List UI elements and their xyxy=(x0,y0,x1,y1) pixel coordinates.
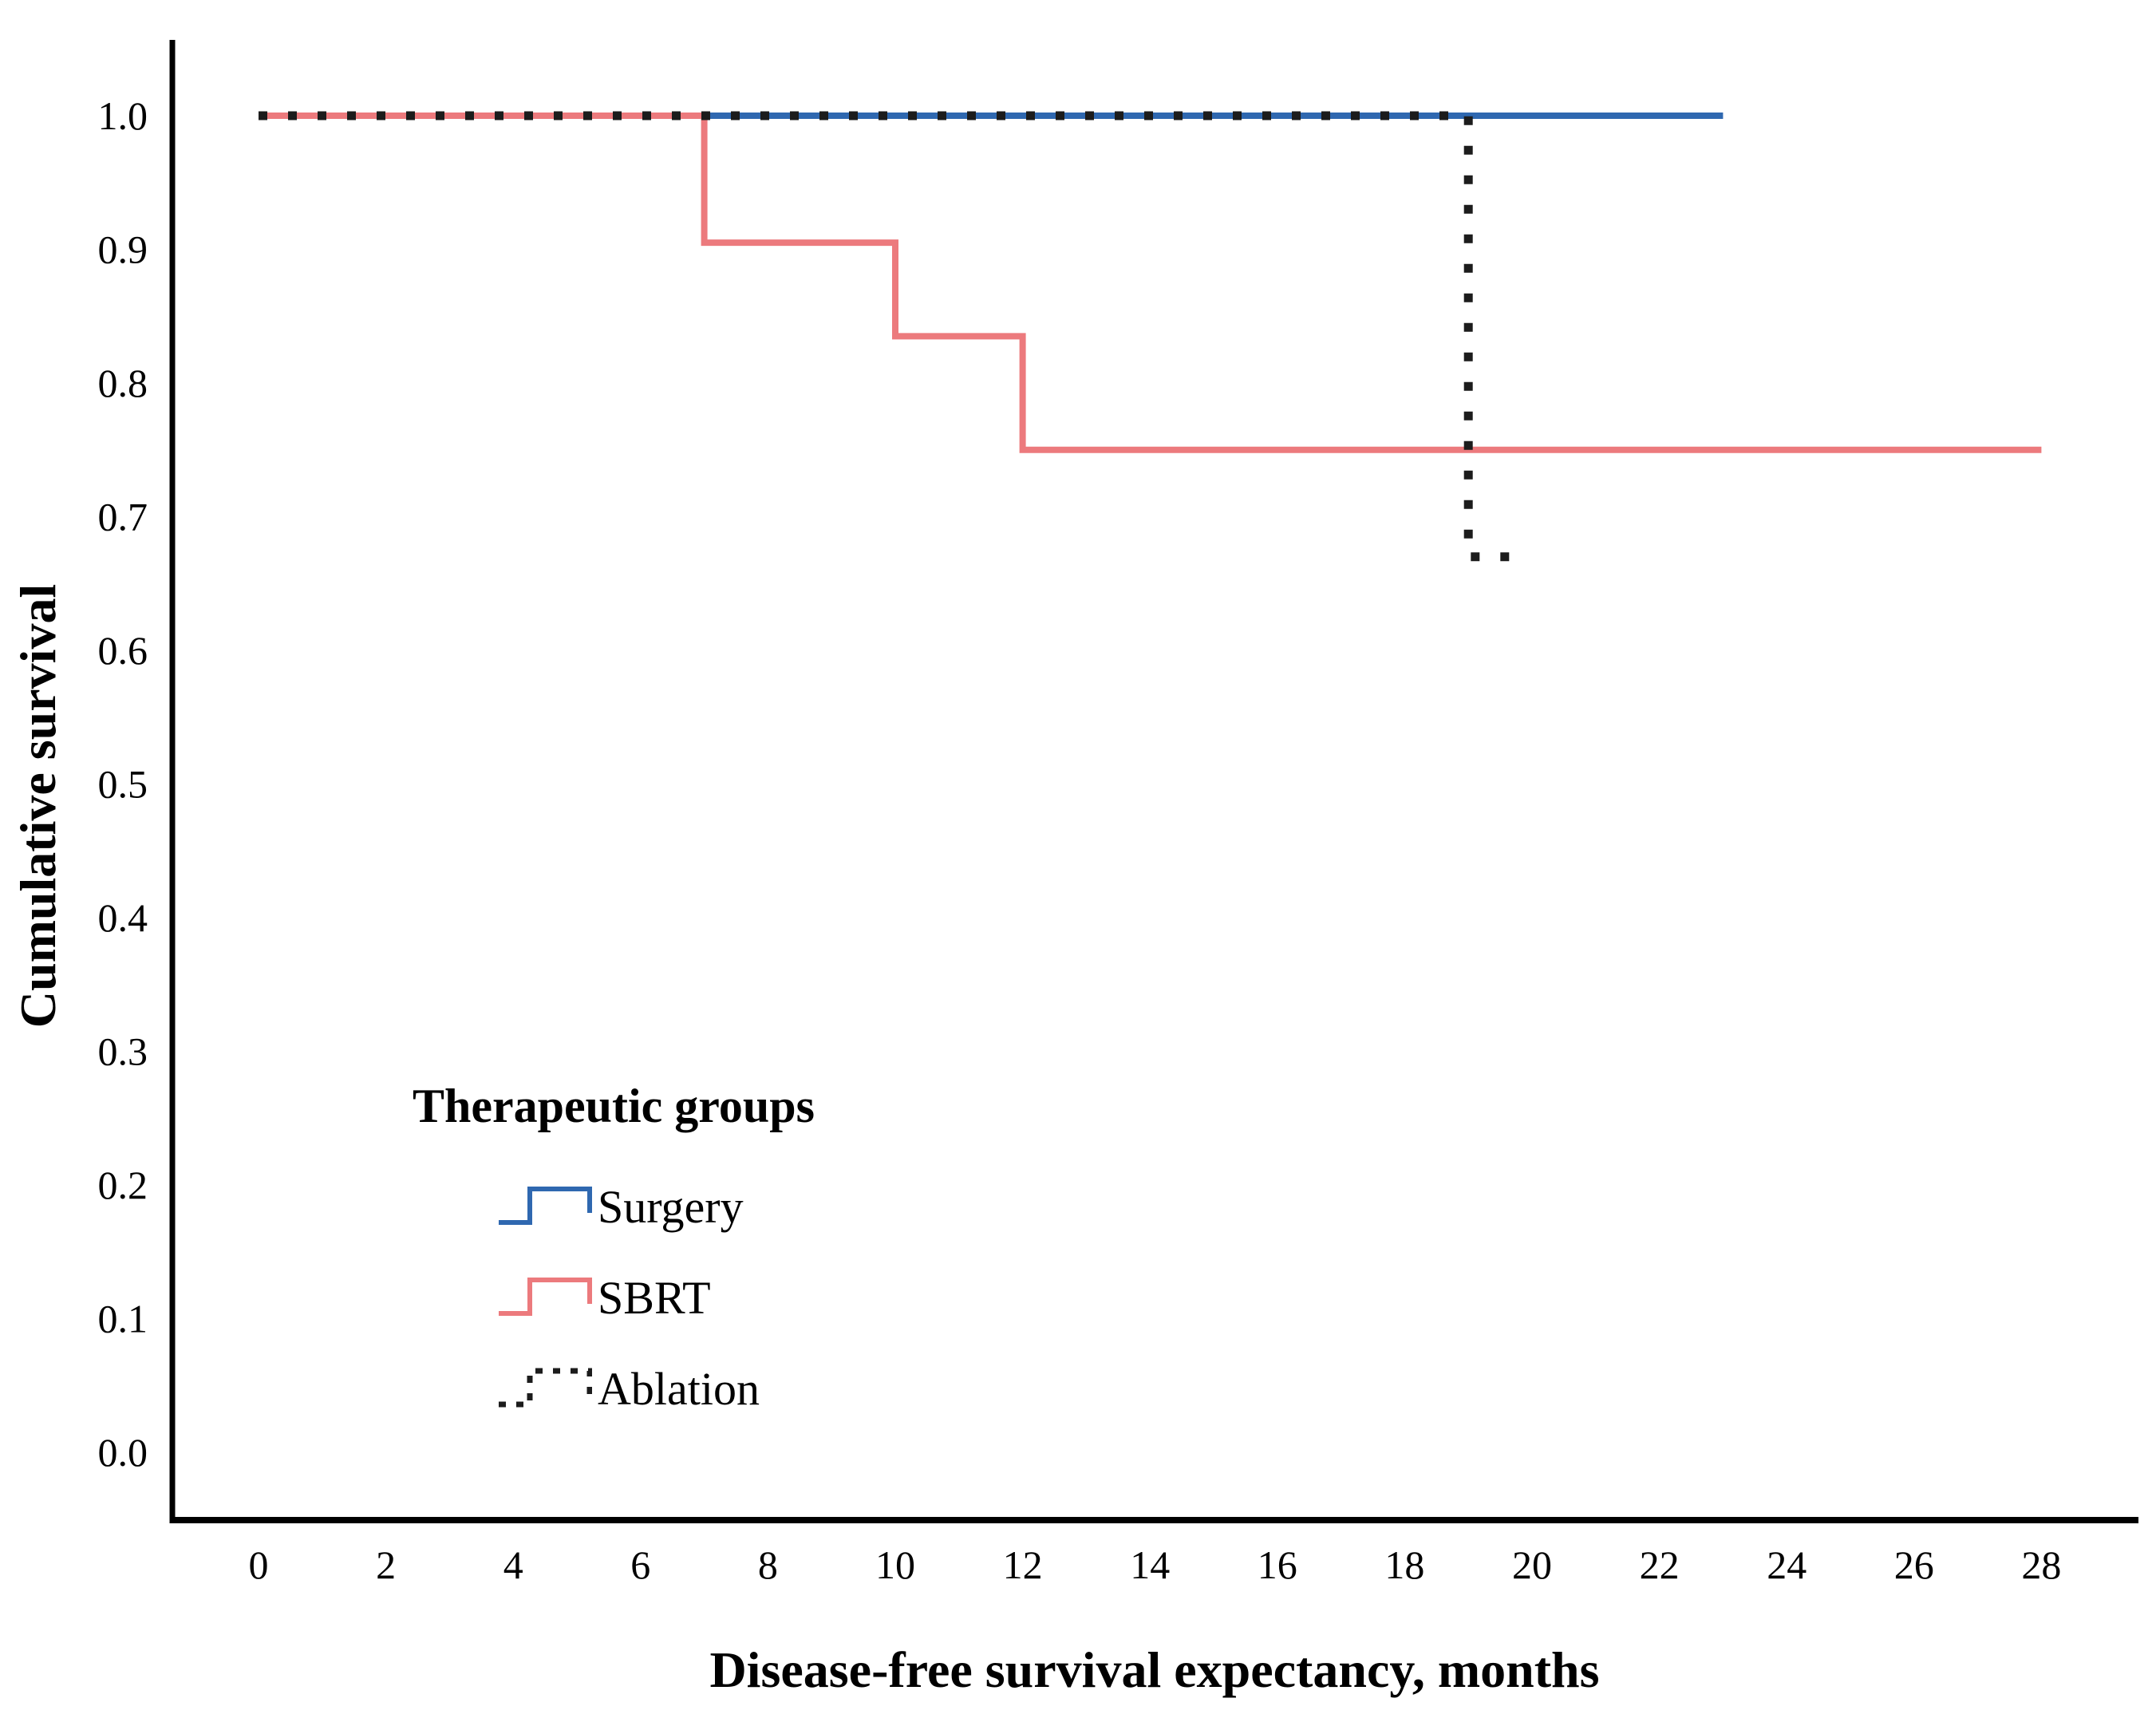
x-tick-label: 20 xyxy=(1512,1542,1552,1587)
x-tick-label: 24 xyxy=(1767,1542,1807,1587)
legend-item-ablation: Ablation xyxy=(413,1343,815,1434)
ablation-line-sample-icon xyxy=(499,1368,592,1408)
series-layer xyxy=(259,111,2042,562)
y-tick-label: 0.1 xyxy=(98,1297,148,1341)
x-tick-label: 4 xyxy=(503,1542,523,1587)
y-tick-label: 0.6 xyxy=(98,628,148,673)
x-tick-label: 6 xyxy=(630,1542,650,1587)
legend-label-ablation: Ablation xyxy=(598,1362,760,1415)
x-tick-label: 0 xyxy=(249,1542,269,1587)
y-tick-label: 0.4 xyxy=(98,895,148,940)
legend-label-sbrt: SBRT xyxy=(598,1271,711,1324)
legend-item-sbrt: SBRT xyxy=(413,1252,815,1343)
x-tick-label: 8 xyxy=(758,1542,778,1587)
series-path-sbrt xyxy=(259,113,2042,453)
x-tick-label: 26 xyxy=(1894,1542,1934,1587)
x-tick-label: 10 xyxy=(875,1542,915,1587)
y-tick-label: 0.5 xyxy=(98,762,148,807)
series-path-ablation xyxy=(259,111,1519,562)
x-tick-label: 22 xyxy=(1640,1542,1680,1587)
sbrt-line-sample-icon xyxy=(499,1278,592,1316)
x-tick-label: 2 xyxy=(376,1542,396,1587)
legend-item-surgery: Surgery xyxy=(413,1161,815,1252)
y-tick-label: 0.9 xyxy=(98,227,148,272)
y-tick-label: 0.8 xyxy=(98,361,148,405)
y-tick-label: 0.0 xyxy=(98,1430,148,1475)
x-axis-title: Disease-free survival expectancy, months xyxy=(709,1641,1600,1698)
y-axis-title: Cumulative survival xyxy=(10,583,66,1029)
x-tick-labels: 0 2 4 6 8 10 12 14 16 18 20 22 24 26 28 xyxy=(249,1542,2062,1587)
y-tick-label: 1.0 xyxy=(98,93,148,138)
y-tick-labels: 1.0 0.9 0.8 0.7 0.6 0.5 0.4 0.3 0.2 0.1 0.0 xyxy=(98,93,148,1475)
x-tick-label: 14 xyxy=(1130,1542,1170,1587)
legend-label-surgery: Surgery xyxy=(598,1180,744,1233)
x-tick-label: 18 xyxy=(1384,1542,1424,1587)
x-tick-label: 28 xyxy=(2021,1542,2061,1587)
legend: Therapeutic groups Surgery SBRT Ablation xyxy=(413,1079,815,1434)
surgery-line-sample-icon xyxy=(499,1187,592,1225)
y-tick-label: 0.2 xyxy=(98,1163,148,1207)
y-tick-label: 0.3 xyxy=(98,1029,148,1074)
y-tick-label: 0.7 xyxy=(98,495,148,539)
x-tick-label: 16 xyxy=(1258,1542,1297,1587)
x-tick-label: 12 xyxy=(1003,1542,1043,1587)
legend-title: Therapeutic groups xyxy=(413,1080,815,1132)
